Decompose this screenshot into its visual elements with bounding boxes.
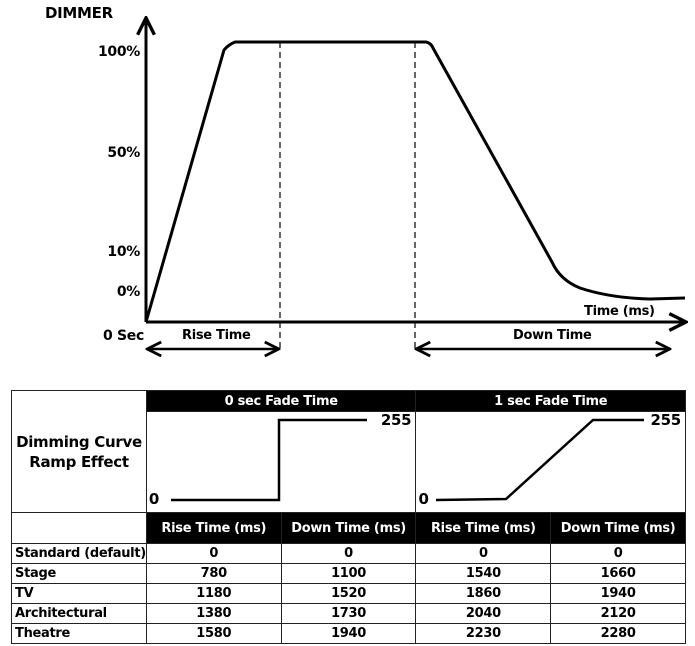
y-tick-50: 50% xyxy=(107,145,140,161)
down-time-label: Down Time xyxy=(513,328,592,343)
cell: 1520 xyxy=(280,583,417,604)
table-row: Stage 780 1100 1540 1660 xyxy=(11,563,686,584)
step-curve-svg xyxy=(170,418,367,502)
col-header-rise-0sec: Rise Time (ms) xyxy=(145,512,282,544)
cell: 0 xyxy=(145,543,282,564)
group-header-0sec: 0 sec Fade Time xyxy=(145,390,417,412)
cell: 0 xyxy=(415,543,552,564)
table-row: TV 1180 1520 1860 1940 xyxy=(11,583,686,604)
curve-low-1sec: 0 xyxy=(418,490,429,508)
x-origin-label: 0 Sec xyxy=(103,328,144,344)
ramp-effect-label: Dimming Curve Ramp Effect xyxy=(11,390,147,513)
curve-low-0sec: 0 xyxy=(148,490,160,508)
y-tick-10: 10% xyxy=(107,244,140,260)
cell: 1380 xyxy=(145,603,282,624)
cell: 1940 xyxy=(550,583,686,604)
cell: 2280 xyxy=(550,623,686,644)
curve-cell-1sec: 0 255 xyxy=(415,411,686,513)
cell: 1580 xyxy=(145,623,282,644)
table-row: Theatre 1580 1940 2230 2280 xyxy=(11,623,686,644)
dimmer-curve-diagram: DIMMER 100% 50% 10% 0% 0 Sec Time (ms) R… xyxy=(0,0,695,370)
fade-group-header-row: Dimming Curve Ramp Effect 0 sec Fade Tim… xyxy=(11,390,686,513)
cell: 1180 xyxy=(145,583,282,604)
cell: 1860 xyxy=(415,583,552,604)
cell: 0 xyxy=(550,543,686,564)
dimmer-curve-svg xyxy=(0,0,695,370)
empty-header-cell xyxy=(11,512,147,544)
table-row: Architectural 1380 1730 2040 2120 xyxy=(11,603,686,624)
ramp-label-line1: Dimming Curve xyxy=(16,432,142,451)
curve-cell-0sec: 0 255 xyxy=(145,411,417,513)
dimming-curve-table: Dimming Curve Ramp Effect 0 sec Fade Tim… xyxy=(11,390,686,644)
row-label-theatre: Theatre xyxy=(11,623,147,644)
cell: 2230 xyxy=(415,623,552,644)
curve-high-1sec: 255 xyxy=(650,411,681,429)
table-row: Standard (default) 0 0 0 0 xyxy=(11,543,686,564)
ramp-curve-svg xyxy=(436,418,645,502)
col-header-down-1sec: Down Time (ms) xyxy=(550,512,686,544)
cell: 0 xyxy=(280,543,417,564)
column-header-row: Rise Time (ms) Down Time (ms) Rise Time … xyxy=(11,512,686,544)
curve-high-0sec: 255 xyxy=(380,411,412,429)
cell: 1940 xyxy=(280,623,417,644)
cell: 1540 xyxy=(415,563,552,584)
dimmer-curve-line xyxy=(144,40,686,323)
row-label-architectural: Architectural xyxy=(11,603,147,624)
cell: 2040 xyxy=(415,603,552,624)
row-label-stage: Stage xyxy=(11,563,147,584)
ramp-label-line2: Ramp Effect xyxy=(29,452,129,471)
row-label-tv: TV xyxy=(11,583,147,604)
y-tick-100: 100% xyxy=(97,44,140,60)
cell: 1660 xyxy=(550,563,686,584)
x-axis-title: Time (ms) xyxy=(584,304,655,319)
row-label-standard: Standard (default) xyxy=(11,543,147,564)
cell: 1730 xyxy=(280,603,417,624)
curve-row: 0 255 0 255 xyxy=(12,411,686,513)
group-header-1sec: 1 sec Fade Time xyxy=(415,390,686,412)
col-header-down-0sec: Down Time (ms) xyxy=(280,512,417,544)
cell: 2120 xyxy=(550,603,686,624)
col-header-rise-1sec: Rise Time (ms) xyxy=(415,512,552,544)
cell: 1100 xyxy=(280,563,417,584)
y-axis-title: DIMMER xyxy=(45,4,113,22)
y-tick-0: 0% xyxy=(116,284,140,300)
cell: 780 xyxy=(145,563,282,584)
rise-time-label: Rise Time xyxy=(182,328,251,343)
